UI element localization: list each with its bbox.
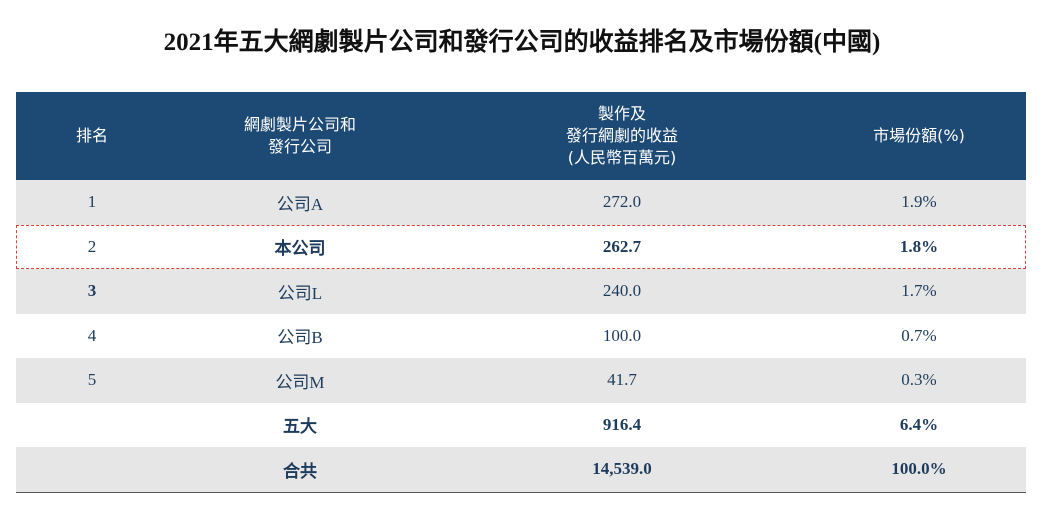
- table-row: 1 公司A 272.0 1.9%: [16, 180, 1026, 225]
- table-cell: 41.7: [607, 370, 637, 390]
- table-cell: 1: [87, 192, 97, 212]
- table-cell: 0.3%: [901, 370, 937, 390]
- table-cell: 本公司: [274, 239, 326, 260]
- table-row: 合共 14,539.0 100.0%: [16, 447, 1026, 493]
- table-cell: 4: [87, 325, 97, 345]
- header-line: 發行公司: [267, 137, 332, 156]
- table-cell: 2: [87, 236, 97, 256]
- table-cell: 100.0%: [891, 459, 947, 479]
- table-cell: 6.4%: [899, 414, 939, 434]
- table-row: 2 本公司 262.7 1.8%: [16, 224, 1026, 270]
- table-cell: 916.4: [602, 414, 642, 434]
- table: 排名 網劇製片公司和 發行公司 製作及發行網劇的收益 (人民幣百萬元) 市場份額(%) 1…: [16, 92, 1026, 493]
- table-cell: 公司B: [277, 328, 323, 348]
- table-cell: 1.7%: [901, 281, 937, 301]
- header-row: 排名 網劇製片公司和 發行公司 製作及發行網劇的收益 (人民幣百萬元) 市場份額(%): [16, 92, 1026, 180]
- header-line: 市場份額(%): [873, 126, 965, 145]
- header-cell: 製作及發行網劇的收益 (人民幣百萬元): [432, 103, 812, 169]
- header-line: 網劇製片公司和: [243, 115, 356, 134]
- table-row: 4 公司B 100.0 0.7%: [16, 314, 1026, 359]
- table-cell: 0.7%: [901, 325, 937, 345]
- table-cell: 合共: [283, 461, 317, 482]
- table-cell: 公司M: [275, 372, 325, 392]
- header-line: 發行網劇的收益: [565, 126, 678, 145]
- table-cell: 公司A: [276, 194, 324, 214]
- header-cell: 網劇製片公司和 發行公司: [168, 114, 432, 158]
- table-cell: 公司L: [277, 283, 323, 303]
- table-cell: 100.0: [602, 325, 642, 345]
- table-cell: 240.0: [602, 281, 642, 301]
- table-row: 五大 916.4 6.4%: [16, 403, 1026, 448]
- table-row: 5 公司M 41.7 0.3%: [16, 358, 1026, 403]
- header-line: (人民幣百萬元): [567, 148, 677, 167]
- table-cell: 五大: [283, 417, 317, 438]
- table-cell: 262.7: [602, 236, 642, 256]
- header-cell: 排名: [16, 125, 168, 147]
- table-cell: 1.8%: [899, 236, 939, 256]
- header-line: 排名: [75, 126, 108, 145]
- table-cell: 5: [87, 370, 97, 390]
- table-cell: 3: [87, 281, 97, 301]
- table-cell: 1.9%: [901, 192, 937, 212]
- header-cell: 市場份額(%): [812, 125, 1026, 147]
- table-cell: 14,539.0: [592, 459, 652, 479]
- title: 2021年五大網劇製片公司和發行公司的收益排名及市場份額(中國): [163, 29, 881, 56]
- table-cell: 272.0: [602, 192, 642, 212]
- header-line: 製作及: [597, 104, 646, 123]
- table-row: 3 公司L 240.0 1.7%: [16, 269, 1026, 314]
